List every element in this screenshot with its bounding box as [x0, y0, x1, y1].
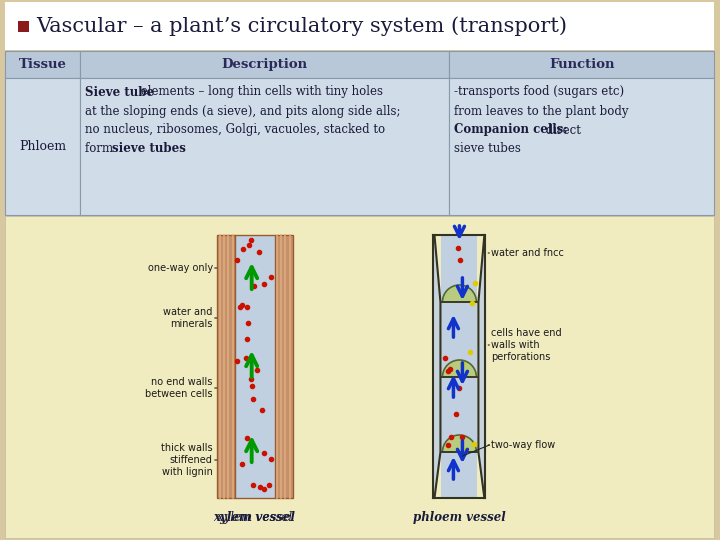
Bar [235, 235, 274, 498]
Text: Description: Description [222, 58, 307, 71]
Text: Sieve tube: Sieve tube [85, 85, 154, 98]
Text: phloem vessel: phloem vessel [413, 511, 505, 524]
Bar [5, 216, 714, 538]
Bar [217, 235, 235, 498]
Text: sieve tubes: sieve tubes [112, 143, 186, 156]
Text: water and fncc: water and fncc [491, 248, 564, 258]
Bar [18, 21, 29, 32]
Bar [80, 51, 449, 78]
Wedge shape [443, 360, 477, 377]
Polygon shape [433, 452, 441, 498]
Text: one-way only: one-way only [148, 263, 212, 273]
Wedge shape [443, 285, 477, 302]
Bar [5, 2, 714, 50]
Text: -transports food (sugars etc): -transports food (sugars etc) [454, 85, 624, 98]
Bar [274, 235, 292, 498]
Text: xylem vessel: xylem vessel [217, 511, 292, 524]
Polygon shape [433, 377, 441, 452]
Bar [449, 51, 714, 78]
Text: elements – long thin cells with tiny holes: elements – long thin cells with tiny hol… [137, 85, 383, 98]
Text: at the sloping ends (a sieve), and pits along side alls;: at the sloping ends (a sieve), and pits … [85, 105, 400, 118]
Text: Vascular – a plant’s circulatory system (transport): Vascular – a plant’s circulatory system … [36, 16, 567, 36]
Text: Phloem: Phloem [19, 140, 66, 153]
Polygon shape [478, 235, 485, 302]
Text: from leaves to the plant body: from leaves to the plant body [454, 105, 629, 118]
Text: form: form [85, 143, 117, 156]
Text: no nucleus, ribosomes, Golgi, vacuoles, stacked to: no nucleus, ribosomes, Golgi, vacuoles, … [85, 124, 385, 137]
Text: sieve tubes: sieve tubes [454, 143, 521, 156]
Text: water and
minerals: water and minerals [163, 307, 212, 329]
Polygon shape [478, 377, 485, 452]
Bar [80, 78, 449, 215]
Text: thick walls
stiffened
with lignin: thick walls stiffened with lignin [161, 443, 212, 477]
Text: two-way flow: two-way flow [491, 440, 556, 450]
Text: xylem vessel: xylem vessel [214, 511, 296, 524]
Bar [449, 78, 714, 215]
Polygon shape [433, 302, 441, 377]
Polygon shape [478, 302, 485, 377]
Polygon shape [433, 235, 441, 302]
Bar [5, 51, 80, 78]
Text: Companion cells:: Companion cells: [454, 124, 568, 137]
Text: Tissue: Tissue [19, 58, 66, 71]
Bar [5, 78, 80, 215]
Text: direct: direct [542, 124, 581, 137]
Polygon shape [478, 452, 485, 498]
Text: Function: Function [549, 58, 615, 71]
Wedge shape [443, 435, 477, 452]
Text: cells have end
walls with
perforations: cells have end walls with perforations [491, 328, 562, 362]
Bar [441, 235, 477, 498]
Text: no end walls
between cells: no end walls between cells [145, 377, 212, 399]
